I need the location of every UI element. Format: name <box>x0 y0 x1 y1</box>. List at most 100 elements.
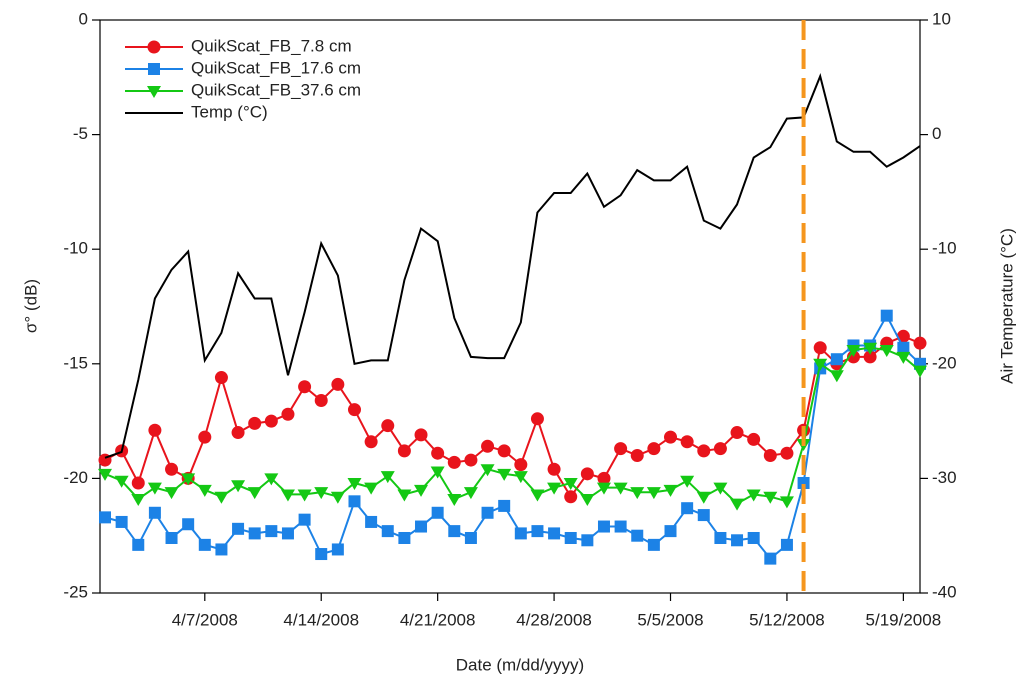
y2-axis-label: Air Temperature (°C) <box>997 228 1016 384</box>
plot-frame <box>99 19 921 594</box>
point <box>231 480 246 493</box>
point <box>397 489 412 502</box>
y-tick-label: -5 <box>73 124 88 143</box>
point <box>364 482 379 495</box>
point <box>564 531 577 544</box>
point <box>280 489 295 502</box>
point <box>414 484 429 497</box>
point <box>713 482 728 495</box>
point <box>147 482 162 495</box>
point <box>464 453 478 467</box>
legend-marker <box>147 40 161 54</box>
point <box>596 482 611 495</box>
point <box>630 448 644 462</box>
point <box>464 531 477 544</box>
point <box>298 380 312 394</box>
point <box>597 520 610 533</box>
point <box>198 430 212 444</box>
point <box>398 531 411 544</box>
point <box>131 476 145 490</box>
point <box>99 511 111 524</box>
point <box>813 358 828 371</box>
point <box>197 484 212 497</box>
point <box>531 525 544 538</box>
point <box>397 444 411 458</box>
point <box>647 538 660 551</box>
legend-label: QuikScat_FB_37.6 cm <box>191 80 361 99</box>
point <box>530 489 545 502</box>
point <box>481 439 495 453</box>
point <box>414 428 428 442</box>
point <box>797 476 810 489</box>
point <box>764 552 777 565</box>
point <box>747 432 761 446</box>
point <box>514 458 528 472</box>
point <box>248 416 262 430</box>
point <box>331 543 344 556</box>
point <box>497 444 511 458</box>
point <box>164 487 179 500</box>
point <box>580 467 594 481</box>
series-line <box>104 72 921 459</box>
point <box>247 487 262 500</box>
point <box>497 468 512 481</box>
point <box>681 502 694 515</box>
point <box>680 435 694 449</box>
point <box>913 336 927 350</box>
point <box>148 423 162 437</box>
y-axis-label: σ° (dB) <box>21 279 40 333</box>
point <box>314 487 329 500</box>
point <box>431 446 445 460</box>
point <box>780 446 794 460</box>
point <box>132 538 145 551</box>
point <box>513 471 528 484</box>
y2-tick-label: -20 <box>932 353 957 372</box>
point <box>696 491 711 504</box>
y2-tick-label: -10 <box>932 239 957 258</box>
point <box>813 341 827 355</box>
point <box>215 543 228 556</box>
x-tick-label: 5/12/2008 <box>749 610 825 629</box>
point <box>365 515 378 528</box>
point <box>498 499 511 512</box>
point <box>182 518 195 531</box>
point <box>830 353 843 366</box>
point <box>463 487 478 500</box>
legend-marker <box>148 63 160 75</box>
point <box>514 527 527 540</box>
point <box>281 527 294 540</box>
point <box>747 531 760 544</box>
point <box>863 350 877 364</box>
point <box>731 534 744 547</box>
y-tick-label: -25 <box>63 582 88 601</box>
y2-tick-label: -30 <box>932 468 957 487</box>
point <box>298 513 311 526</box>
y2-tick-label: 0 <box>932 124 941 143</box>
point <box>829 370 844 383</box>
y-tick-label: -20 <box>63 468 88 487</box>
y-tick-label: -15 <box>63 353 88 372</box>
point <box>896 351 911 364</box>
point <box>214 491 229 504</box>
point <box>697 444 711 458</box>
point <box>381 525 394 538</box>
x-tick-label: 5/5/2008 <box>637 610 703 629</box>
point <box>913 365 927 378</box>
point <box>265 525 278 538</box>
point <box>580 494 595 507</box>
point <box>564 490 578 504</box>
y2-tick-label: 10 <box>932 9 951 28</box>
point <box>631 529 644 542</box>
point <box>730 498 745 511</box>
point <box>697 509 710 522</box>
point <box>314 393 328 407</box>
point <box>647 442 661 456</box>
point <box>780 538 793 551</box>
point <box>879 345 894 358</box>
point <box>547 462 561 476</box>
point <box>431 506 444 519</box>
point <box>315 548 328 561</box>
point <box>880 309 893 322</box>
point <box>232 522 245 535</box>
point <box>448 525 461 538</box>
